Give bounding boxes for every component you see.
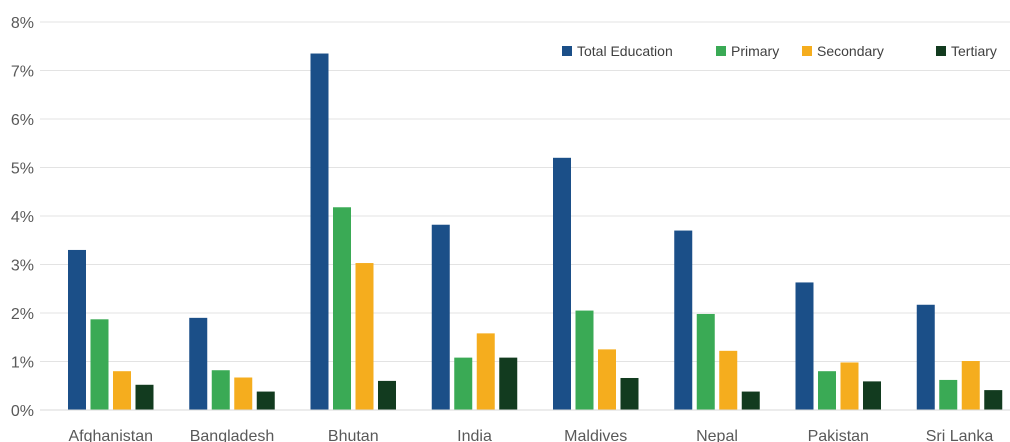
x-category-label: Pakistan — [808, 428, 869, 442]
bar-total-education — [553, 157, 571, 410]
bar-secondary — [234, 377, 253, 410]
bar-primary — [454, 357, 473, 410]
bar-secondary — [840, 362, 859, 410]
x-category-label: Bangladesh — [190, 428, 275, 442]
bar-tertiary — [863, 381, 881, 410]
bar-total-education — [310, 53, 329, 411]
bar-tertiary — [378, 380, 396, 410]
bar-total-education — [68, 249, 86, 410]
x-axis-category-labels: Afghanistan Bangladesh Bhutan India Maldives… — [68, 428, 993, 442]
bar-secondary — [113, 371, 131, 410]
bar-secondary — [476, 333, 495, 410]
gridlines — [40, 21, 1010, 362]
bar-series-group — [68, 53, 1003, 411]
bar-secondary — [355, 263, 374, 410]
y-tick-label: 1% — [11, 355, 34, 372]
bar-total-education — [795, 282, 814, 410]
legend-swatch — [716, 46, 726, 56]
bar-tertiary — [256, 391, 275, 410]
y-tick-label: 2% — [11, 306, 34, 323]
legend-swatch — [802, 46, 812, 56]
legend-label: Total Education — [577, 43, 673, 59]
legend-swatch — [936, 46, 946, 56]
bar-total-education — [674, 230, 693, 410]
y-tick-label: 6% — [11, 112, 34, 129]
legend-swatch — [562, 46, 572, 56]
bar-total-education — [189, 317, 208, 410]
bar-primary — [575, 310, 594, 410]
bar-primary — [696, 313, 715, 410]
x-category-label: Afghanistan — [68, 428, 153, 442]
bar-secondary — [598, 349, 616, 410]
bar-primary — [818, 371, 836, 410]
bar-tertiary — [741, 391, 760, 410]
bar-secondary — [719, 350, 738, 410]
bar-primary — [211, 370, 230, 410]
bar-tertiary — [135, 384, 154, 410]
y-tick-label: 4% — [11, 209, 34, 226]
bar-primary — [90, 319, 109, 410]
bar-tertiary — [499, 357, 518, 410]
bar-tertiary — [984, 390, 1003, 410]
x-category-label: Bhutan — [328, 428, 379, 442]
legend-label: Primary — [731, 43, 779, 59]
y-tick-label: 5% — [11, 161, 34, 178]
y-axis-tick-labels: 0% 1% 2% 3% 4% 5% 6% 7% 8% — [11, 15, 34, 420]
bar-primary — [333, 207, 351, 410]
y-tick-label: 0% — [11, 403, 34, 420]
bar-total-education — [916, 304, 935, 410]
x-category-label: India — [457, 428, 492, 442]
x-category-label: Sri Lanka — [926, 428, 994, 442]
legend-label: Tertiary — [951, 43, 997, 59]
y-tick-label: 7% — [11, 64, 34, 81]
y-tick-label: 8% — [11, 15, 34, 32]
legend-label: Secondary — [817, 43, 884, 59]
y-tick-label: 3% — [11, 258, 34, 275]
bar-primary — [939, 379, 958, 410]
bar-tertiary — [620, 377, 639, 410]
bar-total-education — [431, 224, 450, 410]
bar-secondary — [961, 361, 980, 410]
legend: Total Education Primary Secondary Tertiary — [562, 43, 997, 59]
x-category-label: Maldives — [564, 428, 627, 442]
x-category-label: Nepal — [696, 428, 738, 442]
